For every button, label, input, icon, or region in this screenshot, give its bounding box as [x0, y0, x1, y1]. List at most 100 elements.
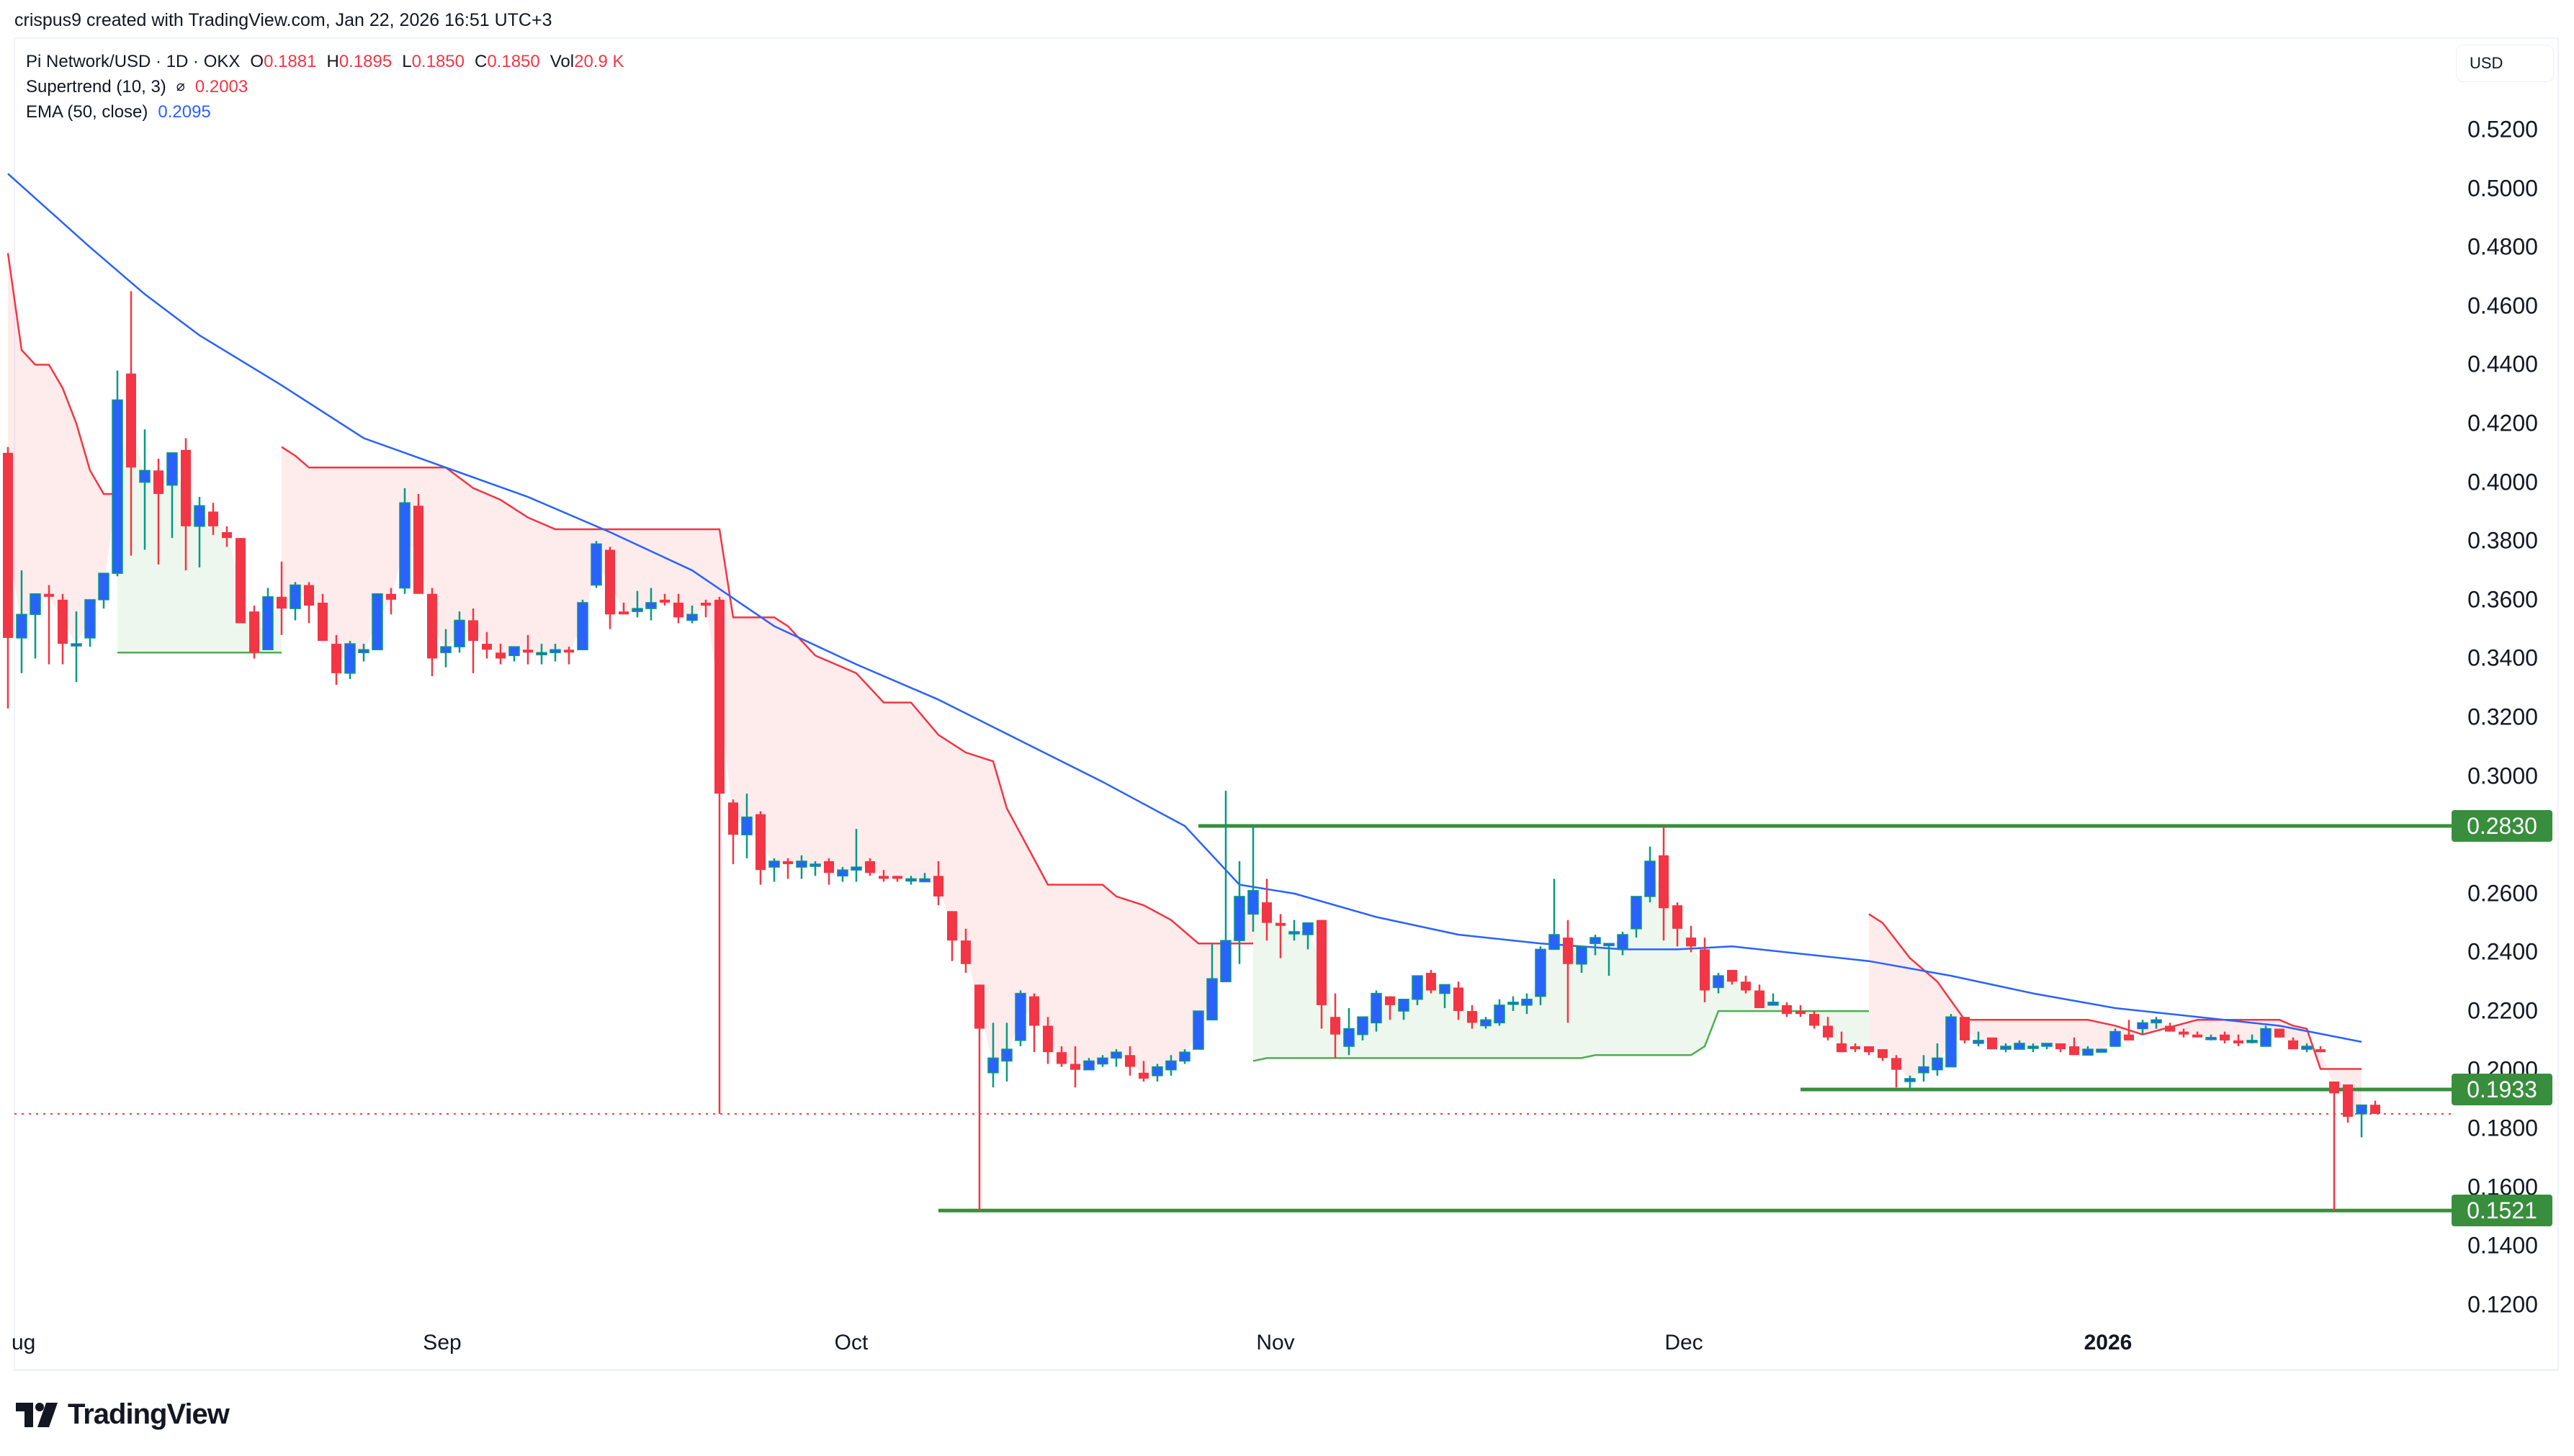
chart-legend: Pi Network/USD · 1D · OKX O 0.1881 H 0.189… [26, 49, 624, 125]
candle [660, 593, 670, 606]
supertrend-fills [8, 253, 2362, 1110]
candle [290, 582, 301, 621]
candle [1563, 920, 1573, 1023]
candle [783, 858, 793, 879]
candle [2179, 1028, 2189, 1038]
legend-supertrend-row[interactable]: Supertrend (10, 3) ⌀ 0.2003 [26, 74, 624, 99]
price-tick-label: 0.2600 [2467, 880, 2538, 907]
hidden-eye-icon[interactable]: ⌀ [176, 78, 185, 94]
tradingview-logo[interactable]: TradingView [16, 1398, 230, 1431]
candle [166, 452, 178, 539]
candle [1193, 1010, 1204, 1050]
candle [2041, 1043, 2053, 1050]
time-axis-border [14, 1370, 2559, 1371]
candle [961, 928, 971, 974]
down-trend-fill [1869, 914, 2362, 1110]
candle [1904, 1075, 1916, 1089]
candle [454, 611, 465, 653]
candle [974, 984, 985, 1211]
candle [1644, 846, 1656, 903]
candle [741, 794, 753, 858]
ema-value: 0.2095 [158, 102, 211, 122]
candle [98, 572, 109, 609]
open-value: 0.1881 [264, 52, 317, 71]
candle [1603, 943, 1615, 976]
candle [824, 858, 834, 885]
candle [1426, 969, 1436, 994]
candle [2082, 1046, 2094, 1056]
candle [1741, 976, 1751, 994]
candle [208, 503, 218, 536]
candle [262, 588, 274, 650]
candle [1945, 1014, 1957, 1068]
candle [1467, 1005, 1477, 1029]
level-price-tag: 0.1521 [2452, 1195, 2552, 1227]
down-trend-fill [282, 446, 1253, 1076]
open-label: O [250, 52, 264, 71]
candle [2370, 1100, 2380, 1114]
level-price-tag: 0.1933 [2452, 1074, 2552, 1105]
time-tick-label: Sep [423, 1331, 462, 1354]
candle [550, 644, 561, 662]
high-value: 0.1895 [338, 52, 393, 71]
candle [1987, 1037, 1997, 1050]
candle [58, 593, 68, 665]
candle [1672, 902, 1682, 947]
candle [564, 647, 574, 665]
candle [126, 291, 136, 556]
candle [2151, 1017, 2162, 1029]
candle [987, 1023, 999, 1088]
tradingview-logo-text: TradingView [68, 1398, 230, 1430]
close-label: C [474, 52, 488, 71]
legend-ema-row[interactable]: EMA (50, close) 0.2095 [26, 99, 624, 125]
candle [1878, 1049, 1888, 1061]
price-tick-label: 0.5000 [2467, 175, 2538, 202]
up-trend-fill [1253, 878, 1869, 1061]
candle [2096, 1048, 2107, 1053]
candle [1767, 993, 1779, 1006]
candle [1507, 996, 1519, 1012]
candle [372, 593, 383, 650]
candle [1782, 1002, 1792, 1017]
candle [30, 593, 41, 659]
candle [1891, 1055, 1901, 1088]
candle [386, 588, 396, 615]
candle [495, 644, 506, 665]
candle [1111, 1049, 1122, 1067]
price-tick-label: 0.3800 [2467, 527, 2538, 554]
close-value: 0.1850 [487, 52, 540, 71]
candle [2246, 1034, 2258, 1043]
candle [2315, 1046, 2326, 1053]
candle [3, 446, 13, 709]
candle [1521, 993, 1533, 1015]
symbol-label[interactable]: Pi Network/USD · 1D · OKX [26, 52, 241, 71]
candle [2069, 1037, 2079, 1056]
price-tick-label: 0.1200 [2467, 1291, 2538, 1318]
candle [2205, 1034, 2217, 1041]
candle [837, 867, 848, 882]
candle [2124, 1020, 2134, 1041]
candle [1317, 920, 1327, 1029]
candle [768, 858, 780, 882]
currency-button[interactable]: USD [2456, 45, 2554, 82]
time-tick-label: Nov [1256, 1331, 1295, 1354]
candle [2274, 1028, 2284, 1038]
candle [2220, 1031, 2230, 1043]
supertrend-up-line [1252, 1010, 1869, 1062]
candle [1385, 996, 1395, 1020]
candle [440, 629, 452, 668]
candle [1247, 826, 1259, 932]
candle [632, 590, 643, 618]
candle [933, 860, 943, 906]
price-tick-label: 0.2200 [2467, 997, 2538, 1024]
price-tick-label: 0.3200 [2467, 704, 2538, 730]
candle [84, 599, 96, 647]
candle [1220, 791, 1232, 983]
candle [1001, 1023, 1013, 1082]
candle [413, 493, 423, 594]
low-label: L [402, 52, 412, 71]
candle [358, 644, 369, 662]
candle [1617, 931, 1628, 956]
price-tick-label: 0.3600 [2467, 586, 2538, 613]
